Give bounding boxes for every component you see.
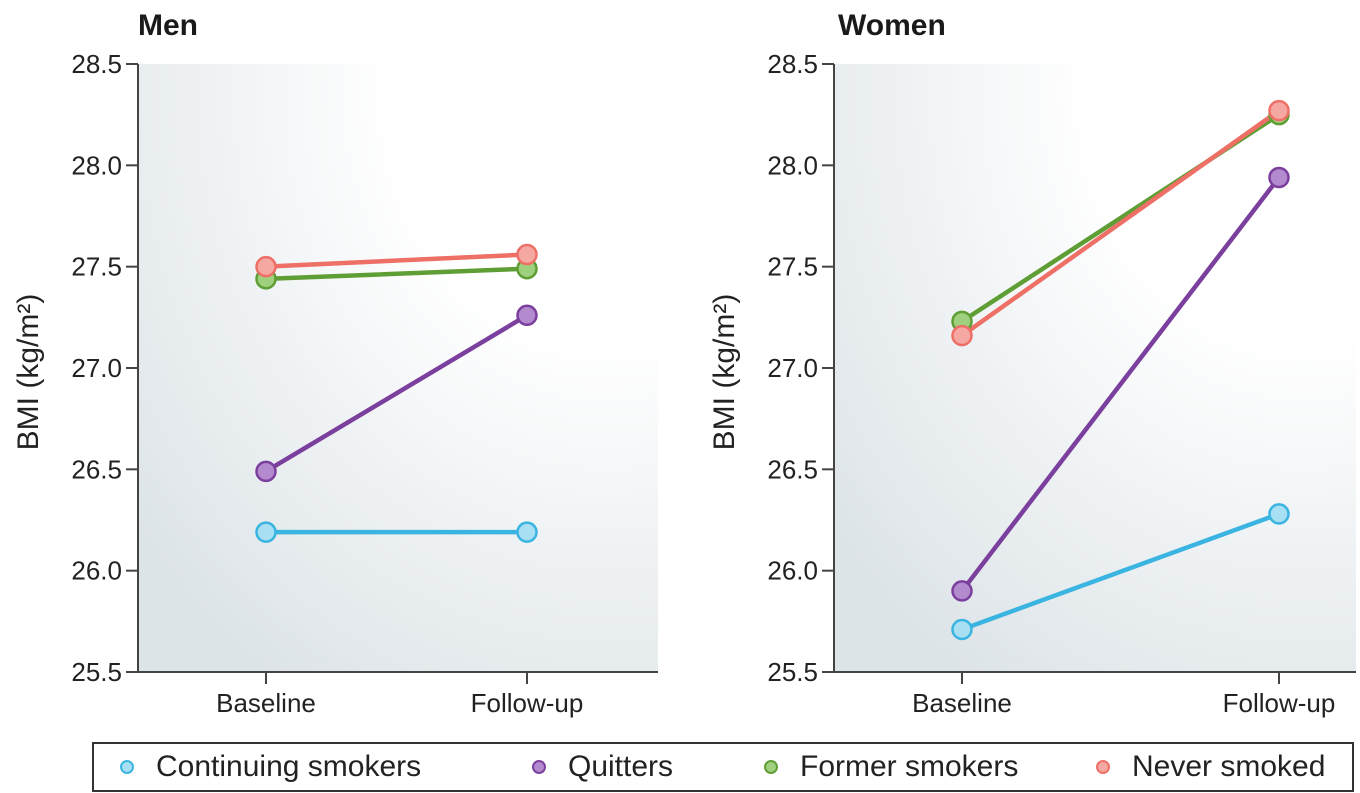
series-line-former-smokers <box>263 266 530 282</box>
data-point-never-smoked <box>1268 99 1290 122</box>
x-tick-label: Baseline <box>216 688 316 718</box>
legend-item-quitters: Quitters <box>530 744 673 790</box>
continuing-smokers-marker-icon <box>118 758 136 776</box>
series-line-continuing-smokers <box>959 511 1282 632</box>
series-line-never-smoked <box>959 108 1282 338</box>
x-tick-label: Follow-up <box>471 688 584 718</box>
y-tick-label: 27.5 <box>767 252 818 282</box>
legend-label: Never smoked <box>1132 750 1326 783</box>
y-tick-label: 25.5 <box>767 657 818 687</box>
legend-item-continuing-smokers: Continuing smokers <box>118 744 421 790</box>
chart-panel-women: 25.5 26.0 26.5 27.0 27.5 28.0 28.5 Baseline Foll… <box>708 9 1356 718</box>
data-point-quitters <box>951 580 973 602</box>
series-line-quitters <box>959 175 1282 594</box>
y-tick-label: 28.0 <box>767 150 818 180</box>
y-tick-label: 28.0 <box>71 150 122 180</box>
never-smoked-marker-icon <box>1094 758 1112 776</box>
data-point-continuing-smokers <box>516 521 538 543</box>
y-tick-label: 27.0 <box>71 353 122 383</box>
y-tick-label: 28.5 <box>71 49 122 79</box>
quitters-marker-icon <box>530 758 548 776</box>
data-point-quitters <box>516 304 538 327</box>
y-tick-label: 26.0 <box>767 556 818 586</box>
plot-background <box>138 64 658 672</box>
plot-background <box>834 64 1356 672</box>
data-point-never-smoked <box>516 243 538 266</box>
legend-item-never-smoked: Never smoked <box>1094 744 1325 790</box>
legend-label: Continuing smokers <box>156 750 422 783</box>
chart-panel-men: 25.5 26.0 26.5 27.0 27.5 28.0 28.5 Baseline Foll… <box>12 9 658 718</box>
former-smokers-marker-icon <box>762 758 780 776</box>
legend-item-former-smokers: Former smokers <box>762 744 1018 790</box>
data-point-quitters <box>255 460 277 483</box>
legend-label: Quitters <box>568 750 674 783</box>
y-tick-label: 28.5 <box>767 49 818 79</box>
series-line-never-smoked <box>263 252 530 269</box>
x-tick-label: Follow-up <box>1223 688 1336 718</box>
data-point-never-smoked <box>951 324 973 347</box>
chart-title: Women <box>838 9 946 42</box>
y-tick-label: 25.5 <box>71 657 122 687</box>
data-point-continuing-smokers <box>1268 503 1290 525</box>
data-point-continuing-smokers <box>255 521 277 543</box>
legend: Continuing smokers Quitters Former smoke… <box>92 742 1354 792</box>
y-axis-label: BMI (kg/m²) <box>12 294 45 451</box>
chart-title: Men <box>138 9 198 42</box>
y-tick-label: 27.0 <box>767 353 818 383</box>
y-tick-label: 26.5 <box>767 454 818 484</box>
y-tick-label: 26.5 <box>71 454 122 484</box>
legend-label: Former smokers <box>800 750 1019 783</box>
data-point-quitters <box>1268 166 1290 189</box>
y-tick-label: 26.0 <box>71 556 122 586</box>
x-tick-label: Baseline <box>912 688 1012 718</box>
data-point-continuing-smokers <box>951 618 973 641</box>
data-point-never-smoked <box>255 255 277 278</box>
series-line-quitters <box>263 313 530 474</box>
y-tick-label: 27.5 <box>71 252 122 282</box>
y-axis-label: BMI (kg/m²) <box>708 294 741 451</box>
